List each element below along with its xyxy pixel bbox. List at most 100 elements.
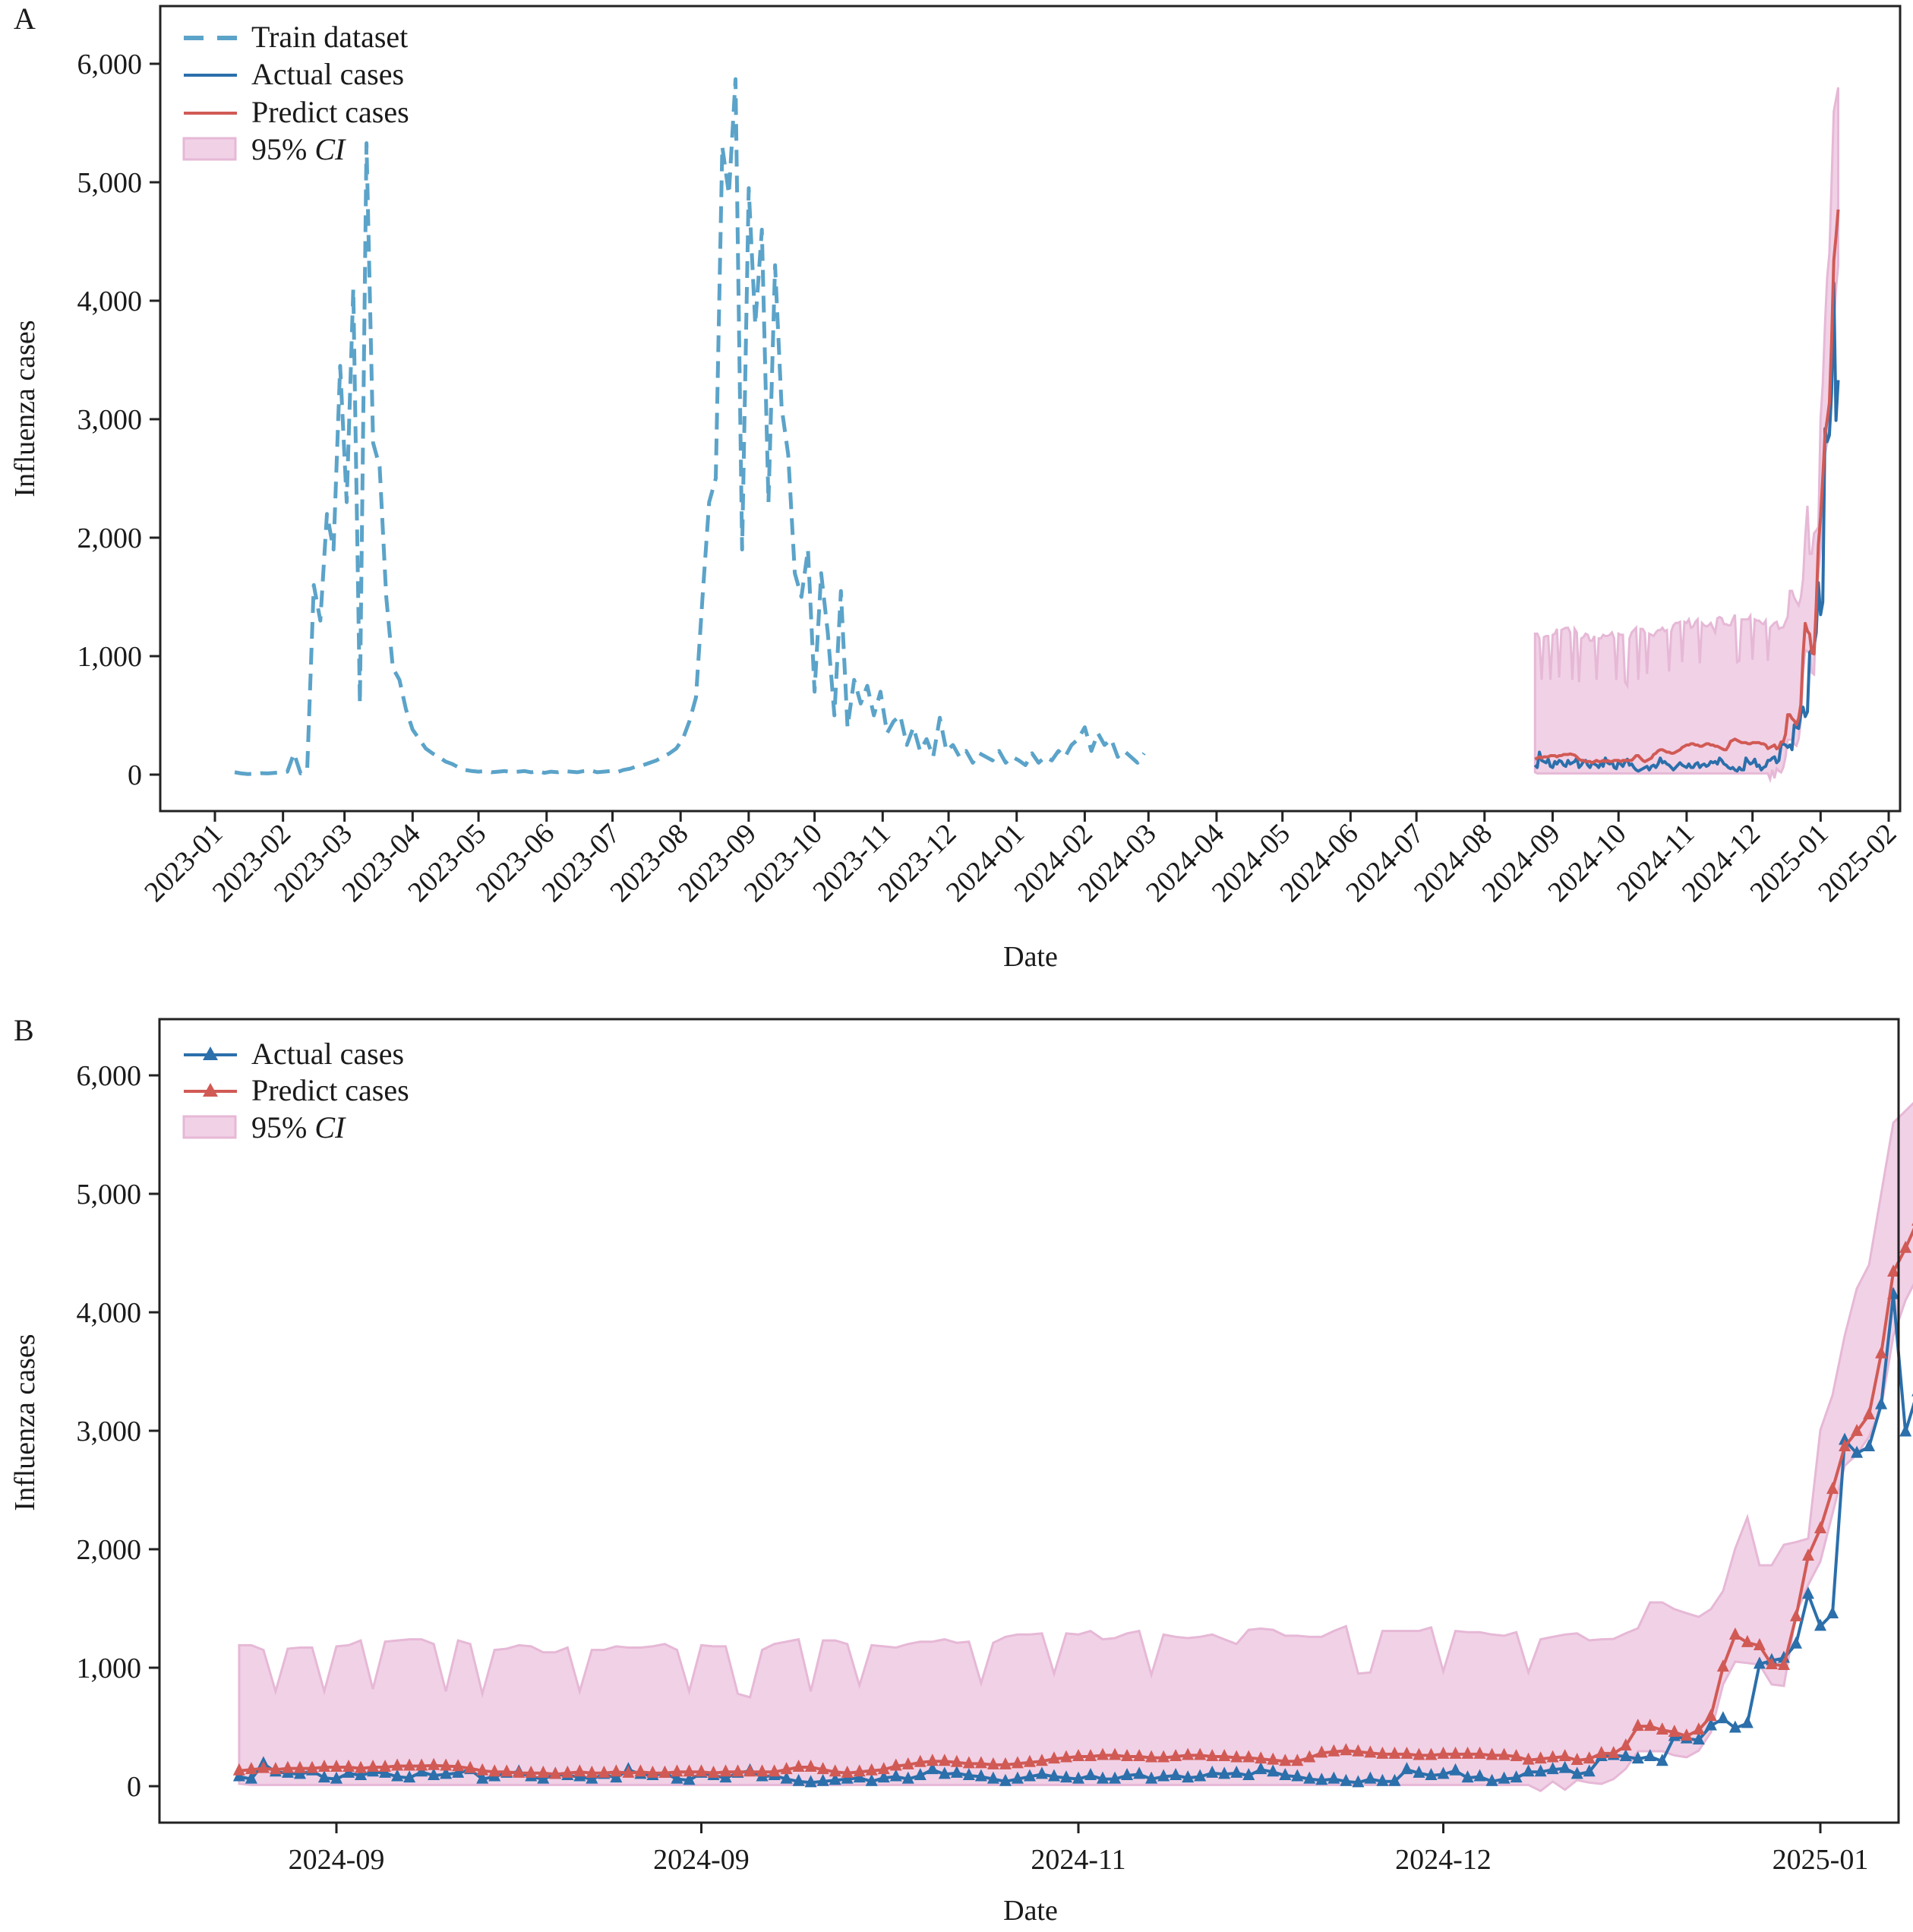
actual-point	[1400, 1762, 1413, 1775]
predict-point	[379, 1760, 392, 1773]
predict-point	[1255, 1751, 1267, 1764]
legend-marker-actual-b	[203, 1046, 218, 1060]
y-tick-label: 6,000	[77, 1060, 142, 1092]
predict-point	[1619, 1738, 1632, 1750]
predict-point	[1826, 1482, 1839, 1495]
predict-point	[1741, 1634, 1754, 1647]
actual-point	[1023, 1769, 1036, 1782]
actual-point	[889, 1769, 902, 1782]
predict-point	[1558, 1749, 1571, 1761]
predict-point	[914, 1754, 927, 1767]
predict-point	[232, 1763, 245, 1776]
actual-point	[1133, 1766, 1146, 1779]
legend-a: Train dataset Actual cases Predict cases…	[182, 20, 409, 166]
actual-point	[1728, 1720, 1741, 1733]
actual-point	[1753, 1656, 1766, 1669]
predict-point	[1047, 1751, 1060, 1764]
actual-point	[1777, 1650, 1790, 1663]
predict-point	[634, 1764, 647, 1777]
actual-point	[1461, 1770, 1474, 1783]
predict-point	[622, 1765, 635, 1778]
actual-point	[1570, 1766, 1583, 1779]
y-axis-title-b: Influenza cases	[9, 1334, 41, 1511]
predict-point	[1692, 1722, 1705, 1735]
legend-label-predict: Predict cases	[251, 95, 409, 129]
actual-point	[950, 1765, 963, 1778]
panel-a: A 0 1,000 2,000 3,000 4,000 5,000 6,000 2023-0…	[9, 2, 1902, 973]
predict-point	[500, 1764, 513, 1777]
predict-series-b	[232, 1223, 1913, 1779]
predict-point	[780, 1762, 793, 1775]
predict-point	[1765, 1656, 1778, 1669]
predict-point	[1814, 1521, 1826, 1534]
predict-point	[1570, 1752, 1583, 1765]
predict-point	[683, 1764, 696, 1777]
actual-point	[914, 1767, 927, 1780]
predict-point	[707, 1765, 720, 1778]
ci-band-b	[238, 1102, 1913, 1792]
predict-point	[1546, 1750, 1559, 1763]
y-tick-label: 1,000	[77, 1653, 142, 1684]
actual-point	[986, 1771, 999, 1784]
actual-point	[999, 1773, 1012, 1786]
actual-point	[440, 1766, 453, 1779]
predict-point	[355, 1760, 368, 1773]
actual-point	[1206, 1765, 1219, 1778]
actual-point	[1145, 1771, 1158, 1784]
predict-point	[1145, 1750, 1158, 1763]
x-tick-label: 2024-11	[1031, 1844, 1125, 1876]
predict-point	[1437, 1746, 1450, 1759]
x-axis-b: 2024-09 2024-09 2024-11 2024-12 2025-01	[289, 1823, 1868, 1876]
actual-point	[829, 1773, 841, 1785]
predict-point	[1072, 1749, 1084, 1761]
predict-point	[926, 1754, 939, 1766]
predict-point	[1777, 1658, 1790, 1671]
legend-label-ci: 95% CI	[251, 132, 346, 166]
actual-point	[452, 1765, 465, 1778]
actual-point	[962, 1767, 975, 1780]
actual-point	[1327, 1771, 1340, 1784]
actual-point	[1157, 1769, 1170, 1782]
legend-label-predict-b: Predict cases	[251, 1073, 409, 1107]
predict-point	[1851, 1423, 1864, 1436]
actual-point	[355, 1767, 368, 1780]
panel-b: B 0 1,000 2,000 3,000 4,000 5,000 6,000 2024-0…	[9, 1013, 1913, 1927]
actual-point	[1449, 1763, 1462, 1776]
predict-point	[403, 1758, 416, 1771]
predict-point	[719, 1764, 732, 1777]
predict-point	[938, 1754, 951, 1766]
predict-point	[549, 1766, 562, 1779]
actual-point	[476, 1771, 489, 1784]
predict-point	[1218, 1749, 1231, 1761]
predict-point	[561, 1765, 574, 1778]
predict-point	[1801, 1548, 1814, 1561]
actual-point	[1376, 1773, 1389, 1786]
predict-point	[1534, 1751, 1547, 1764]
legend-label-ci-pct-b: 95%	[251, 1110, 314, 1144]
predict-point	[293, 1760, 306, 1773]
predict-point	[1400, 1746, 1413, 1759]
actual-point	[1267, 1764, 1280, 1777]
predict-point	[877, 1762, 890, 1775]
actual-point	[1863, 1439, 1876, 1452]
legend-marker-predict-b	[203, 1083, 218, 1097]
predict-point	[853, 1764, 866, 1777]
actual-point	[1522, 1764, 1535, 1777]
predict-point	[865, 1763, 878, 1776]
predict-point	[829, 1764, 841, 1777]
predict-point	[1875, 1346, 1888, 1359]
predict-point	[1315, 1745, 1328, 1758]
y-axis-b: 0 1,000 2,000 3,000 4,000 5,000 6,000	[77, 1060, 159, 1803]
actual-point	[1230, 1765, 1243, 1778]
predict-point	[513, 1765, 526, 1778]
predict-point	[598, 1765, 611, 1778]
predict-series-a	[1534, 209, 1840, 765]
predict-point	[452, 1759, 465, 1772]
actual-point	[1631, 1751, 1644, 1764]
predict-point	[999, 1757, 1012, 1769]
actual-point	[1826, 1606, 1839, 1619]
predict-point	[1059, 1750, 1072, 1763]
predict-point	[1182, 1747, 1195, 1760]
predict-point	[1607, 1745, 1620, 1758]
actual-point	[1218, 1766, 1231, 1779]
